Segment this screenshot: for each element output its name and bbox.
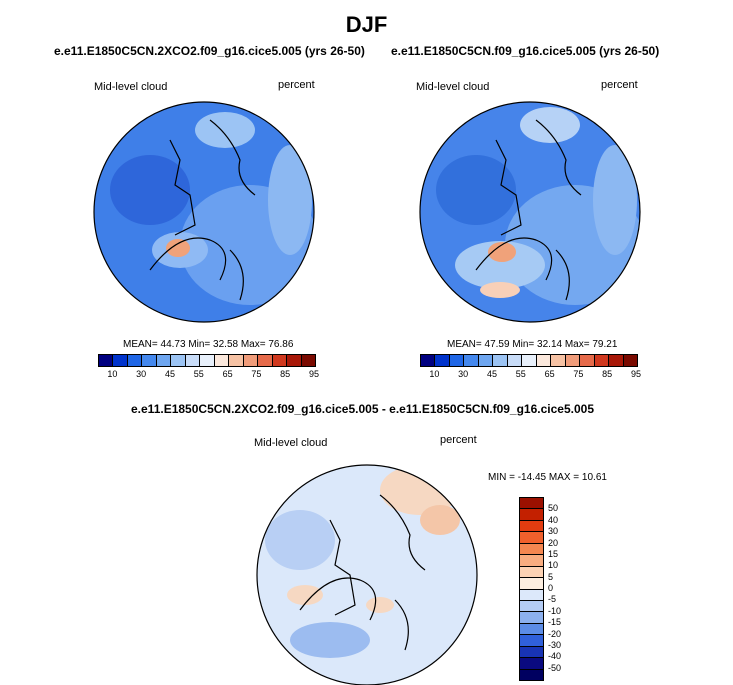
panel-right-colorbar-swatch: [507, 355, 523, 366]
diff-colorbar-tick-label: 20: [548, 537, 559, 548]
diff-colorbar-swatch: [520, 555, 543, 567]
panel-left-colorbar-tick-label: 30: [136, 369, 147, 379]
panel-left-colorbar-swatch: [113, 355, 128, 366]
panel-left-units: percent: [278, 79, 315, 91]
panel-right-colorbar-tick-label: 55: [515, 369, 526, 379]
panel-right-colorbar: [420, 354, 638, 367]
panel-right-colorbar-swatch: [449, 355, 465, 366]
diff-colorbar: [519, 497, 544, 681]
diff-colorbar-tick-label: -40: [548, 651, 562, 662]
diff-colorbar-tick-label: -30: [548, 639, 562, 650]
diff-colorbar-swatch: [520, 498, 543, 510]
panel-left-colorbar-tick-label: 65: [222, 369, 233, 379]
panel-left-colorbar-tick-label: 75: [251, 369, 262, 379]
diff-colorbar-labels: 50 40 30 20 15 10 5 0 -5 -10 -15 -20 -30 -40 -50: [548, 497, 578, 679]
diff-colorbar-swatch: [520, 543, 543, 556]
diff-stats: MIN = -14.45 MAX = 10.61: [488, 472, 607, 483]
panel-left-colorbar-tick-label: 10: [107, 369, 118, 379]
panel-right-colorbar-tick-label: 45: [486, 369, 498, 379]
panel-left-stats: MEAN= 44.73 Min= 32.58 Max= 76.86: [123, 339, 294, 350]
panel-left-case-title: e.e11.E1850C5CN.2XCO2.f09_g16.cice5.005 …: [54, 44, 365, 58]
diff-colorbar-tick-label: 10: [548, 560, 559, 571]
panel-right-colorbar-swatch: [536, 355, 552, 366]
diff-colorbar-tick-label: -50: [548, 662, 562, 673]
panel-right-colorbar-tick-label: 75: [573, 369, 584, 379]
diff-variable: Mid-level cloud: [254, 437, 328, 449]
panel-right-colorbar-swatch: [464, 355, 479, 366]
diff-colorbar-tick-label: -20: [548, 628, 562, 639]
panel-left-colorbar-swatch: [272, 355, 288, 366]
panel-right-colorbar-swatch: [522, 355, 537, 366]
diff-colorbar-swatch: [520, 578, 543, 590]
diff-colorbar-swatch: [520, 520, 543, 533]
panel-right-colorbar-tick-label: 65: [544, 369, 555, 379]
panel-right-colorbar-swatch: [565, 355, 581, 366]
panel-left-colorbar-swatch: [243, 355, 259, 366]
diff-colorbar-swatch: [520, 623, 543, 636]
diff-colorbar-tick-label: 15: [548, 548, 559, 559]
panel-right-units: percent: [601, 79, 638, 91]
panel-left-colorbar-tick-label: 85: [280, 369, 291, 379]
panel-left-colorbar-tick-label: 95: [308, 369, 320, 379]
diff-colorbar-tick-label: -10: [548, 605, 562, 616]
panel-right-colorbar-swatch: [493, 355, 508, 366]
panel-right-colorbar-swatch: [435, 355, 450, 366]
diff-colorbar-swatch: [520, 612, 543, 624]
panel-right-colorbar-swatch: [623, 355, 638, 366]
panel-left-colorbar-tick-label: 45: [164, 369, 176, 379]
panel-left-colorbar-swatch: [214, 355, 230, 366]
panel-left-colorbar-labels: 10 30 45 55 65 75 85 95: [98, 369, 319, 381]
panel-right-variable: Mid-level cloud: [416, 81, 490, 93]
panel-left-colorbar-swatch: [200, 355, 215, 366]
diff-colorbar-tick-label: -5: [548, 594, 557, 605]
panel-right-case-title: e.e11.E1850C5CN.f09_g16.cice5.005 (yrs 2…: [391, 44, 660, 58]
panel-left-colorbar-swatch: [171, 355, 186, 366]
diff-colorbar-swatch: [520, 646, 543, 659]
panel-right-stats: MEAN= 47.59 Min= 32.14 Max= 79.21: [447, 339, 618, 350]
diff-colorbar-swatch: [520, 600, 543, 613]
diff-colorbar-tick-label: 0: [548, 583, 554, 593]
panel-right-colorbar-swatch: [594, 355, 610, 366]
panel-left-colorbar-swatch: [99, 355, 114, 366]
diff-colorbar-swatch: [520, 566, 543, 579]
diff-units: percent: [440, 434, 477, 446]
panel-right-colorbar-swatch: [421, 355, 436, 366]
diff-colorbar-swatch: [520, 635, 543, 647]
diff-colorbar-tick-label: 50: [548, 503, 559, 514]
diff-colorbar-swatch: [520, 509, 543, 521]
diff-colorbar-swatch: [520, 669, 543, 680]
panel-left-colorbar-swatch: [156, 355, 172, 366]
panel-right-colorbar-tick-label: 30: [458, 369, 469, 379]
panel-left-colorbar-swatch: [301, 355, 316, 366]
panel-right-colorbar-swatch: [580, 355, 595, 366]
panel-left-colorbar-swatch: [127, 355, 143, 366]
panel-left-colorbar-swatch: [229, 355, 244, 366]
panel-right-colorbar-tick-label: 95: [630, 369, 642, 379]
diff-colorbar-tick-label: 40: [548, 514, 559, 525]
panel-right-colorbar-swatch: [609, 355, 624, 366]
diff-colorbar-tick-label: -15: [548, 617, 562, 628]
diff-colorbar-swatch: [520, 589, 543, 601]
panel-left-colorbar-swatch: [258, 355, 273, 366]
panel-right-colorbar-labels: 10 30 45 55 65 75 85 95: [420, 369, 641, 381]
diff-colorbar-tick-label: 30: [548, 526, 559, 537]
panel-right-colorbar-tick-label: 10: [429, 369, 440, 379]
diff-case-title: e.e11.E1850C5CN.2XCO2.f09_g16.cice5.005 …: [131, 402, 594, 416]
panel-left-colorbar: [98, 354, 316, 367]
panel-left-colorbar-swatch: [185, 355, 201, 366]
panel-left-variable: Mid-level cloud: [94, 81, 168, 93]
diff-colorbar-swatch: [520, 658, 543, 670]
panel-left-colorbar-swatch: [287, 355, 302, 366]
diff-colorbar-swatch: [520, 532, 543, 544]
panel-left-colorbar-tick-label: 55: [193, 369, 204, 379]
page-title: DJF: [345, 12, 388, 37]
diff-colorbar-tick-label: 5: [548, 571, 554, 582]
panel-left-colorbar-swatch: [142, 355, 157, 366]
panel-right-colorbar-swatch: [551, 355, 566, 366]
panel-right-colorbar-tick-label: 85: [602, 369, 613, 379]
panel-right-colorbar-swatch: [478, 355, 494, 366]
